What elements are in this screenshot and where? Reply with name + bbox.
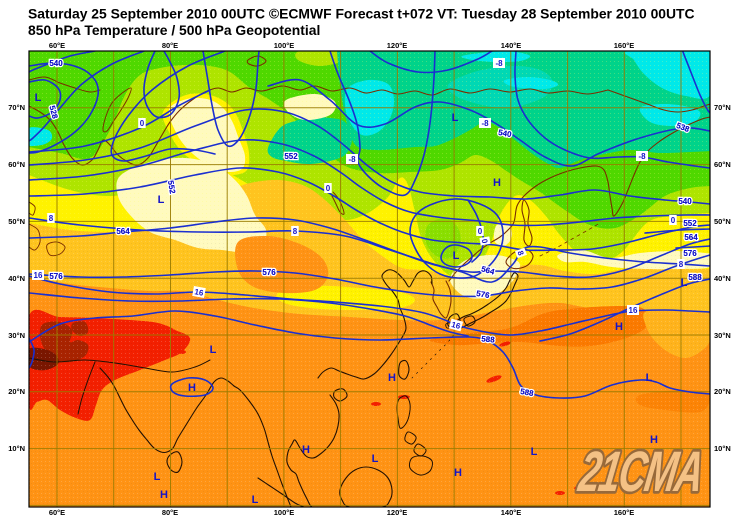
svg-text:-8: -8 — [481, 119, 489, 128]
svg-text:H: H — [493, 177, 501, 189]
svg-text:L: L — [531, 446, 538, 458]
svg-text:564: 564 — [684, 233, 698, 242]
svg-text:576: 576 — [49, 272, 63, 281]
svg-text:70°N: 70°N — [714, 103, 731, 112]
svg-text:L: L — [452, 112, 459, 124]
svg-text:552: 552 — [166, 180, 177, 195]
svg-text:20°N: 20°N — [714, 387, 731, 396]
svg-text:80°E: 80°E — [162, 41, 178, 50]
svg-text:L: L — [210, 344, 217, 356]
svg-text:L: L — [252, 494, 259, 506]
svg-text:10°N: 10°N — [8, 444, 25, 453]
svg-text:0: 0 — [326, 184, 331, 193]
svg-text:L: L — [646, 372, 653, 384]
svg-text:140°E: 140°E — [501, 41, 522, 50]
svg-text:576: 576 — [683, 249, 697, 258]
svg-text:540: 540 — [498, 128, 513, 139]
svg-text:538: 538 — [675, 121, 691, 134]
svg-text:552: 552 — [683, 219, 697, 228]
svg-text:160°E: 160°E — [614, 508, 635, 517]
svg-text:576: 576 — [262, 268, 276, 277]
svg-text:50°N: 50°N — [8, 217, 25, 226]
svg-text:8: 8 — [679, 260, 684, 269]
svg-text:100°E: 100°E — [274, 41, 295, 50]
svg-text:16: 16 — [194, 287, 205, 298]
svg-text:H: H — [388, 372, 396, 384]
svg-text:L: L — [453, 250, 460, 262]
svg-text:588: 588 — [481, 334, 496, 344]
svg-text:Saturday 25 September 2010 00U: Saturday 25 September 2010 00UTC ©ECMWF … — [28, 6, 695, 22]
svg-text:80°E: 80°E — [162, 508, 178, 517]
svg-text:60°E: 60°E — [49, 41, 65, 50]
svg-text:576: 576 — [476, 289, 491, 300]
svg-text:540: 540 — [678, 197, 692, 206]
svg-text:40°N: 40°N — [8, 274, 25, 283]
svg-text:70°N: 70°N — [8, 103, 25, 112]
svg-text:60°N: 60°N — [714, 160, 731, 169]
svg-text:16: 16 — [34, 271, 43, 280]
svg-text:L: L — [35, 92, 42, 104]
svg-text:120°E: 120°E — [387, 41, 408, 50]
svg-text:H: H — [615, 321, 623, 333]
svg-text:-8: -8 — [638, 152, 646, 161]
svg-text:30°N: 30°N — [8, 331, 25, 340]
svg-text:0: 0 — [671, 216, 676, 225]
svg-text:540: 540 — [498, 128, 513, 139]
svg-text:564: 564 — [116, 227, 130, 236]
svg-text:L: L — [158, 194, 165, 206]
svg-text:576: 576 — [49, 272, 63, 281]
svg-text:0: 0 — [480, 238, 490, 244]
svg-text:60°E: 60°E — [49, 508, 65, 517]
svg-text:21CMA: 21CMA — [574, 441, 707, 504]
svg-text:8: 8 — [49, 214, 54, 223]
svg-text:-8: -8 — [495, 59, 503, 68]
svg-text:L: L — [154, 471, 161, 483]
svg-text:576: 576 — [476, 289, 491, 300]
svg-text:0: 0 — [140, 119, 145, 128]
svg-text:60°N: 60°N — [8, 160, 25, 169]
svg-text:140°E: 140°E — [501, 508, 522, 517]
svg-text:H: H — [160, 489, 168, 501]
svg-text:L: L — [681, 277, 688, 289]
svg-text:528: 528 — [47, 105, 59, 121]
svg-text:552: 552 — [166, 180, 177, 195]
svg-text:100°E: 100°E — [274, 508, 295, 517]
svg-text:16: 16 — [629, 306, 638, 315]
svg-text:552: 552 — [284, 152, 298, 161]
svg-text:H: H — [188, 382, 196, 394]
svg-text:30°N: 30°N — [714, 331, 731, 340]
svg-text:552: 552 — [683, 219, 697, 228]
svg-text:552: 552 — [284, 152, 298, 161]
svg-text:0: 0 — [478, 227, 483, 236]
svg-text:576: 576 — [262, 268, 276, 277]
svg-text:588: 588 — [688, 273, 702, 282]
svg-text:H: H — [650, 434, 658, 446]
svg-text:540: 540 — [49, 59, 63, 68]
svg-text:588: 588 — [520, 387, 535, 398]
svg-text:50°N: 50°N — [714, 217, 731, 226]
svg-text:10°N: 10°N — [714, 444, 731, 453]
svg-text:H: H — [302, 444, 310, 456]
svg-text:564: 564 — [480, 264, 496, 276]
svg-text:588: 588 — [481, 334, 496, 344]
svg-text:588: 588 — [688, 273, 702, 282]
svg-text:120°E: 120°E — [387, 508, 408, 517]
svg-text:40°N: 40°N — [714, 274, 731, 283]
svg-text:540: 540 — [678, 197, 692, 206]
svg-text:L: L — [372, 453, 379, 465]
svg-text:540: 540 — [49, 59, 63, 68]
svg-text:H: H — [454, 467, 462, 479]
svg-text:850 hPa Temperature / 500 hPa: 850 hPa Temperature / 500 hPa Geopotenti… — [28, 22, 320, 38]
svg-text:588: 588 — [520, 387, 535, 398]
svg-text:160°E: 160°E — [614, 41, 635, 50]
svg-text:8: 8 — [293, 227, 298, 236]
svg-text:564: 564 — [684, 233, 698, 242]
svg-text:8: 8 — [516, 250, 526, 258]
svg-text:576: 576 — [683, 249, 697, 258]
svg-text:16: 16 — [450, 320, 461, 331]
svg-text:20°N: 20°N — [8, 387, 25, 396]
svg-text:564: 564 — [116, 227, 130, 236]
svg-text:-8: -8 — [348, 155, 356, 164]
